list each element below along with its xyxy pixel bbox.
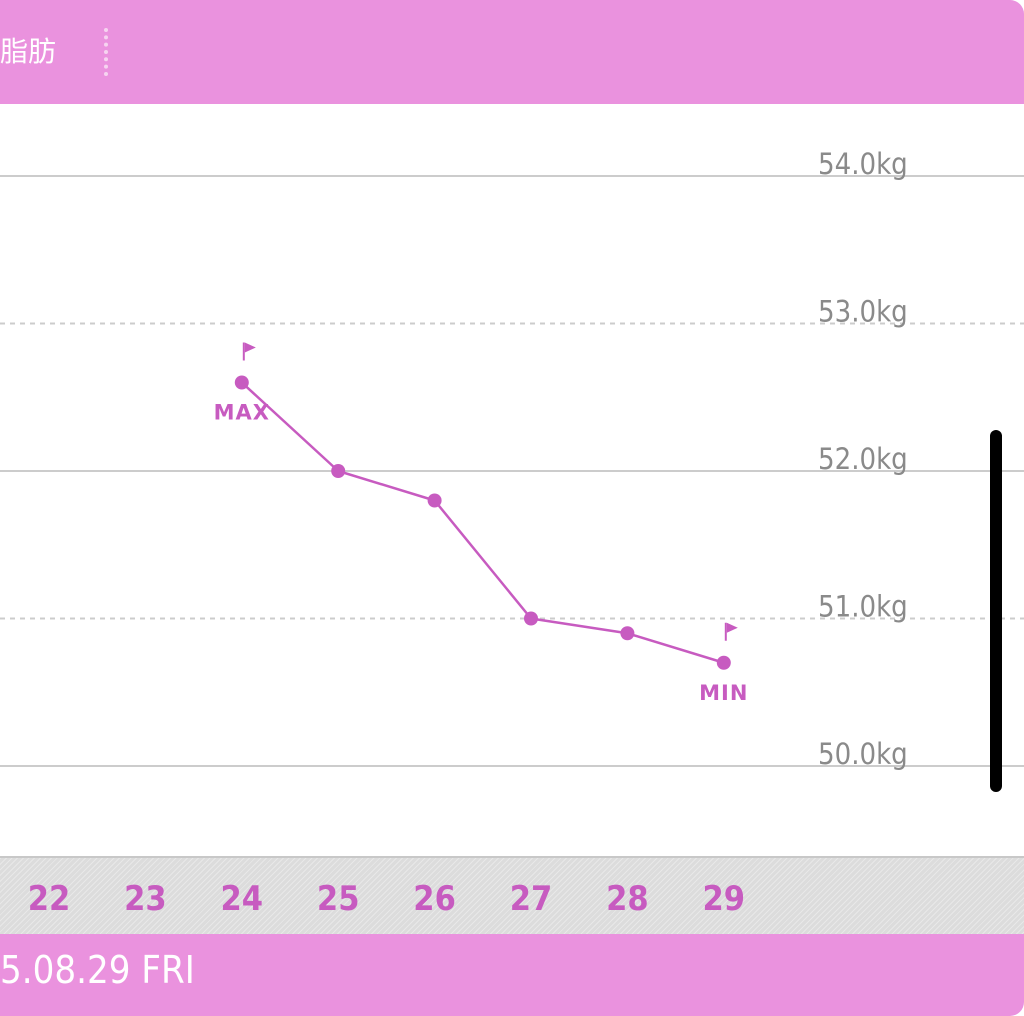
x-tick-label[interactable]: 27: [510, 879, 553, 919]
flag-icon: [724, 622, 738, 641]
data-point[interactable]: [524, 611, 538, 626]
min-label: MIN: [699, 681, 748, 705]
y-tick-label: 50.0kg: [818, 737, 908, 771]
y-tick-label: 54.0kg: [818, 147, 908, 181]
chart-area[interactable]: 54.0kg 53.0kg 52.0kg 51.0kg 50.0kg MAX MIN: [0, 104, 1024, 856]
x-tick-label[interactable]: 24: [221, 879, 264, 919]
weight-line-chart: 54.0kg 53.0kg 52.0kg 51.0kg 50.0kg MAX MIN: [0, 147, 1024, 771]
vertical-scrollbar[interactable]: [990, 430, 1002, 792]
x-tick-label[interactable]: 25: [317, 879, 360, 919]
data-point[interactable]: [331, 464, 346, 478]
tab-divider: [104, 28, 108, 76]
x-tick-label[interactable]: 26: [413, 879, 456, 919]
x-tick-label[interactable]: 23: [124, 879, 167, 919]
series-line: [240, 381, 725, 664]
flag-icon: [242, 342, 256, 361]
data-point[interactable]: [716, 655, 731, 670]
data-point[interactable]: [620, 626, 635, 641]
x-tick-label[interactable]: 29: [703, 879, 746, 919]
x-tick-label[interactable]: 22: [28, 879, 71, 919]
date-axis-labels: 22 23 24 25 26 27 28 29: [28, 879, 746, 919]
selected-date: 5.08.29 FRI: [0, 948, 195, 992]
date-axis[interactable]: 22 23 24 25 26 27 28 29: [0, 856, 1024, 936]
x-tick-label[interactable]: 28: [606, 879, 649, 919]
header-bar: 脂肪: [0, 0, 1024, 104]
footer-bar: 5.08.29 FRI: [0, 934, 1024, 1016]
tab-body-fat[interactable]: 脂肪: [0, 35, 57, 68]
max-label: MAX: [214, 401, 270, 425]
data-point[interactable]: [427, 493, 442, 508]
y-tick-label: 53.0kg: [818, 295, 908, 329]
y-tick-label: 52.0kg: [818, 442, 908, 476]
y-tick-label: 51.0kg: [818, 590, 908, 624]
data-point[interactable]: [234, 375, 249, 390]
